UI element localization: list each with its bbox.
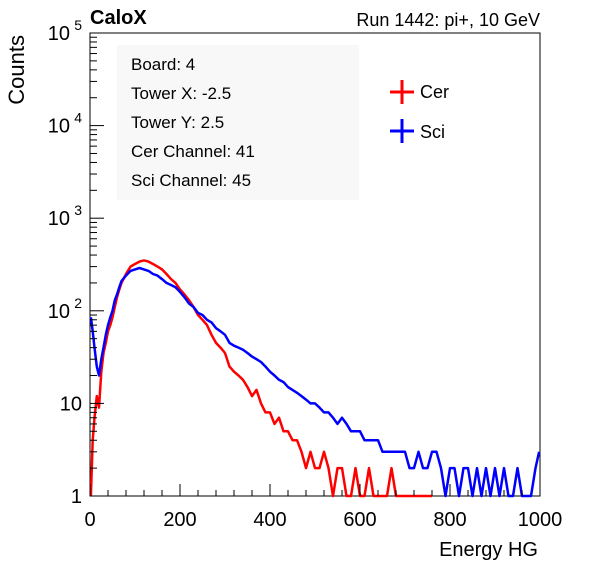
x-tick-label: 200	[163, 509, 196, 531]
y-tick-label: 10	[48, 208, 70, 230]
legend-label-sci: Sci	[420, 122, 445, 142]
plot-frame	[89, 32, 541, 497]
info-board: Board: 4	[131, 55, 195, 74]
y-axis-label: Counts	[4, 35, 29, 105]
info-tower-y: Tower Y: 2.5	[131, 113, 224, 132]
y-tick-label: 10	[48, 301, 70, 323]
x-tick-label: 600	[343, 509, 376, 531]
y-tick-exponent: 4	[74, 110, 82, 126]
info-box: Board: 4 Tower X: -2.5 Tower Y: 2.5 Cer …	[117, 45, 359, 200]
experiment-label: CaloX	[90, 7, 147, 29]
legend-marker-cer	[390, 80, 414, 104]
info-tower-x: Tower X: -2.5	[131, 84, 231, 103]
x-tick-label: 0	[84, 509, 95, 531]
info-cer-channel: Cer Channel: 41	[131, 142, 255, 161]
legend-marker-sci	[390, 119, 414, 143]
plot-area	[89, 32, 541, 497]
y-tick-label: 1	[71, 486, 82, 508]
y-tick-label: 10	[60, 393, 82, 415]
y-tick-label: 10	[48, 23, 70, 45]
legend: Cer Sci	[390, 80, 449, 143]
x-axis-label: Energy HG	[439, 539, 538, 561]
y-tick-exponent: 3	[74, 202, 82, 218]
run-info-label: Run 1442: pi+, 10 GeV	[356, 10, 540, 30]
x-tick-label: 800	[433, 509, 466, 531]
y-tick-exponent: 2	[74, 295, 82, 311]
series-line-sci	[89, 266, 541, 498]
legend-label-cer: Cer	[420, 82, 449, 102]
y-tick-label: 10	[48, 116, 70, 138]
series-layer	[89, 259, 541, 498]
x-tick-label: 400	[253, 509, 286, 531]
x-tick-label: 1000	[518, 509, 563, 531]
y-tick-exponent: 5	[74, 17, 82, 33]
info-box-background	[117, 45, 359, 200]
info-sci-channel: Sci Channel: 45	[131, 171, 251, 190]
